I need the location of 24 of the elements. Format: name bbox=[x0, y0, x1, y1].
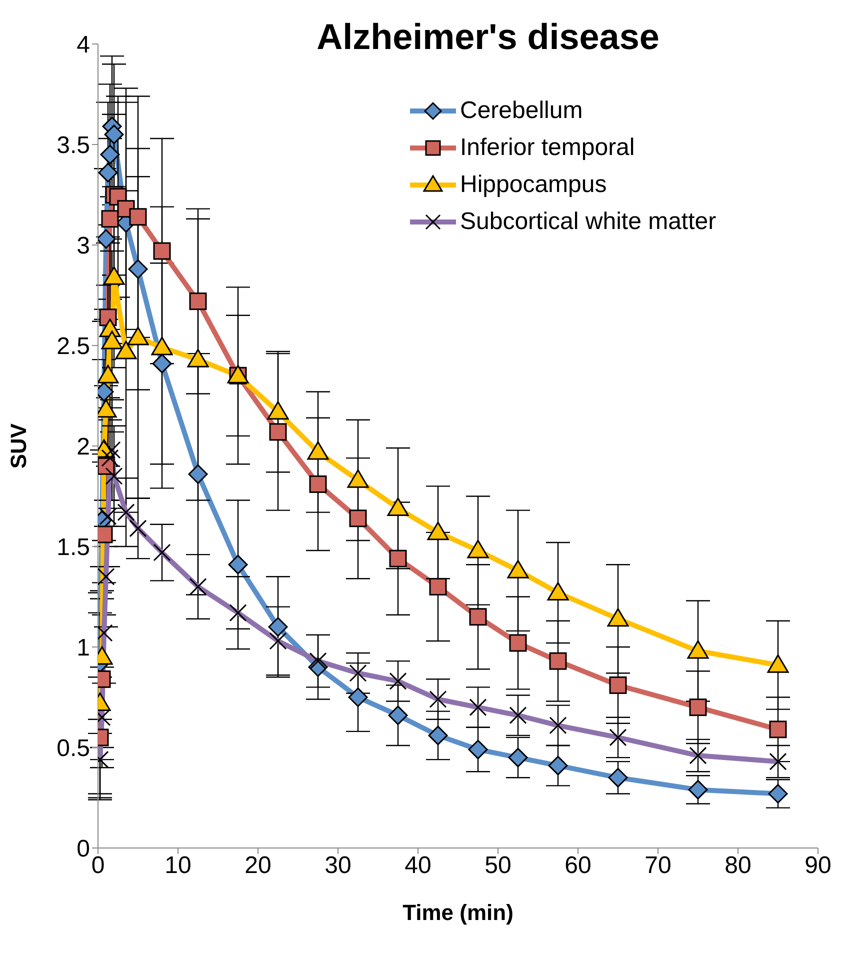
legend-label: Inferior temporal bbox=[460, 134, 635, 162]
x-tick-label: 30 bbox=[324, 852, 352, 880]
legend-label: Cerebellum bbox=[460, 96, 583, 124]
x-tick-label: 70 bbox=[644, 852, 672, 880]
y-tick-label: 3 bbox=[76, 232, 90, 260]
legend-label: Subcortical white matter bbox=[460, 208, 716, 236]
y-axis-title: SUV bbox=[6, 423, 31, 469]
y-tick-label: 2.5 bbox=[56, 333, 90, 360]
y-tick-label: 0.5 bbox=[56, 735, 90, 762]
legend-label: Hippocampus bbox=[460, 170, 607, 198]
x-tick-label: 90 bbox=[804, 852, 832, 880]
chart-title: Alzheimer's disease bbox=[316, 16, 660, 58]
y-tick-label: 4 bbox=[76, 32, 90, 59]
x-axis-title: Time (min) bbox=[402, 900, 514, 925]
x-tick-label: 20 bbox=[244, 852, 272, 880]
y-tick-label: 3.5 bbox=[56, 132, 90, 160]
y-tick-label: 2 bbox=[76, 434, 90, 461]
x-tick-label: 40 bbox=[404, 852, 432, 880]
x-tick-label: 50 bbox=[484, 852, 512, 880]
y-tick-label: 1 bbox=[76, 634, 90, 662]
x-tick-label: 10 bbox=[164, 852, 192, 880]
x-tick-label: 80 bbox=[724, 852, 752, 880]
y-tick-label: 1.5 bbox=[56, 534, 90, 562]
x-tick-label: 60 bbox=[564, 852, 592, 880]
